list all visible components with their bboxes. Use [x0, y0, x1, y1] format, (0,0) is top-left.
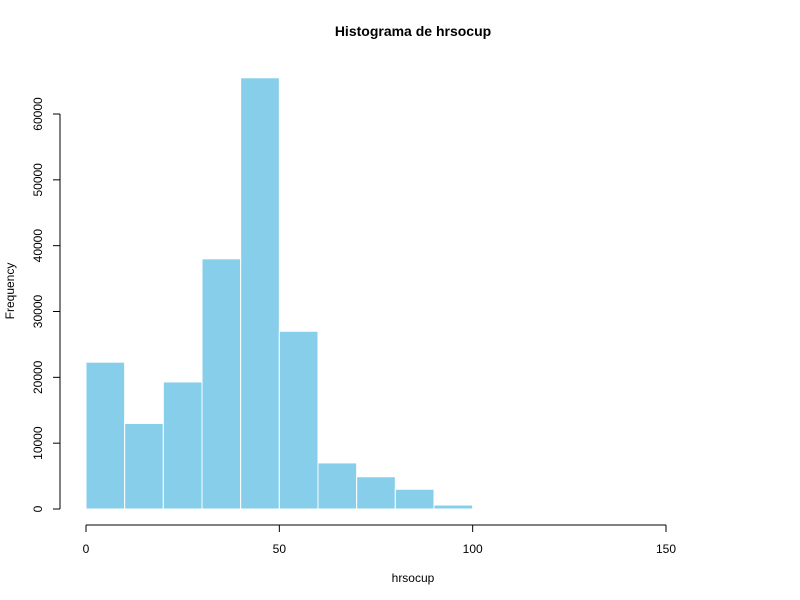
y-tick-label: 50000: [31, 163, 45, 197]
x-tick-label: 0: [83, 542, 90, 556]
bars-group: [85, 77, 474, 510]
chart-title: Histograma de hrsocup: [335, 23, 491, 39]
x-axis-label: hrsocup: [392, 571, 435, 585]
histogram-bar-1: [124, 422, 164, 510]
histogram-bar-7: [356, 476, 396, 510]
y-tick-label: 30000: [31, 294, 45, 328]
histogram-bar-8: [394, 488, 435, 510]
y-tick-label: 40000: [31, 229, 45, 263]
histogram-bar-5: [278, 330, 319, 510]
x-tick-label: 150: [656, 542, 676, 556]
histogram-bar-9: [433, 504, 474, 510]
y-axis: 0 10000 20000 30000 40000 50000 60000: [31, 97, 61, 512]
histogram-bar-2: [162, 381, 203, 510]
x-tick-label: 50: [273, 542, 287, 556]
histogram-bar-3: [201, 258, 242, 510]
y-tick-label: 60000: [31, 97, 45, 131]
y-tick-label: 20000: [31, 360, 45, 394]
x-tick-label: 100: [463, 542, 483, 556]
histogram-bar-4: [240, 77, 280, 510]
histogram-bar-0: [85, 361, 126, 510]
x-axis: 0 50 100 150: [83, 524, 676, 556]
histogram-bar-6: [317, 462, 358, 510]
y-axis-label: Frequency: [3, 263, 17, 320]
y-tick-label: 10000: [31, 426, 45, 460]
y-tick-label: 0: [31, 505, 45, 512]
